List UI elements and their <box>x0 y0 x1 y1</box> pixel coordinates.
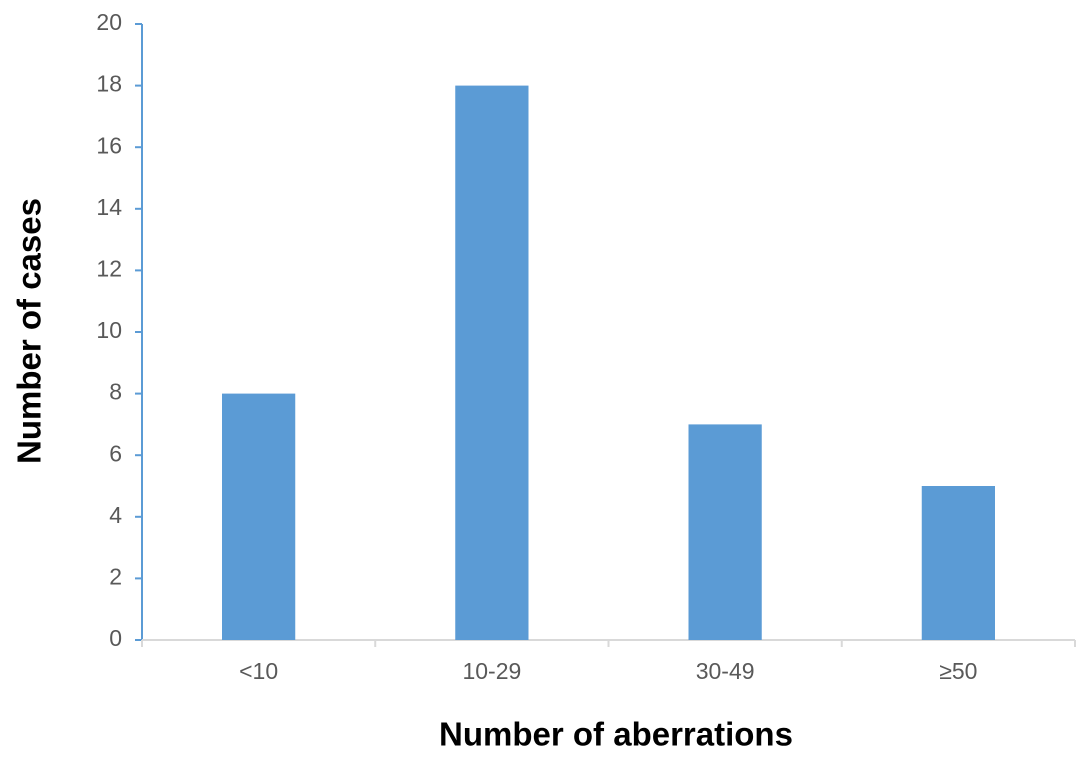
y-tick-label: 6 <box>109 440 122 466</box>
y-tick-label: 4 <box>109 502 122 528</box>
x-tick-label: <10 <box>239 658 278 684</box>
x-tick-label: ≥50 <box>939 658 977 684</box>
y-tick-label: 2 <box>109 563 122 589</box>
y-tick-label: 14 <box>96 194 122 220</box>
y-tick-label: 0 <box>109 625 122 651</box>
y-tick-label: 18 <box>96 71 122 97</box>
x-tick-label: 30-49 <box>696 658 755 684</box>
bar <box>921 486 995 640</box>
y-tick-label: 8 <box>109 379 122 405</box>
y-axis-title: Number of cases <box>11 198 48 464</box>
bar <box>222 393 296 640</box>
y-tick-label: 16 <box>96 132 122 158</box>
y-tick-label: 12 <box>96 255 122 281</box>
bar <box>455 85 529 641</box>
y-tick-label: 20 <box>96 9 122 35</box>
y-tick-label: 10 <box>96 317 122 343</box>
x-axis-title: Number of aberrations <box>439 716 793 753</box>
bar <box>688 424 762 640</box>
x-tick-label: 10-29 <box>462 658 521 684</box>
